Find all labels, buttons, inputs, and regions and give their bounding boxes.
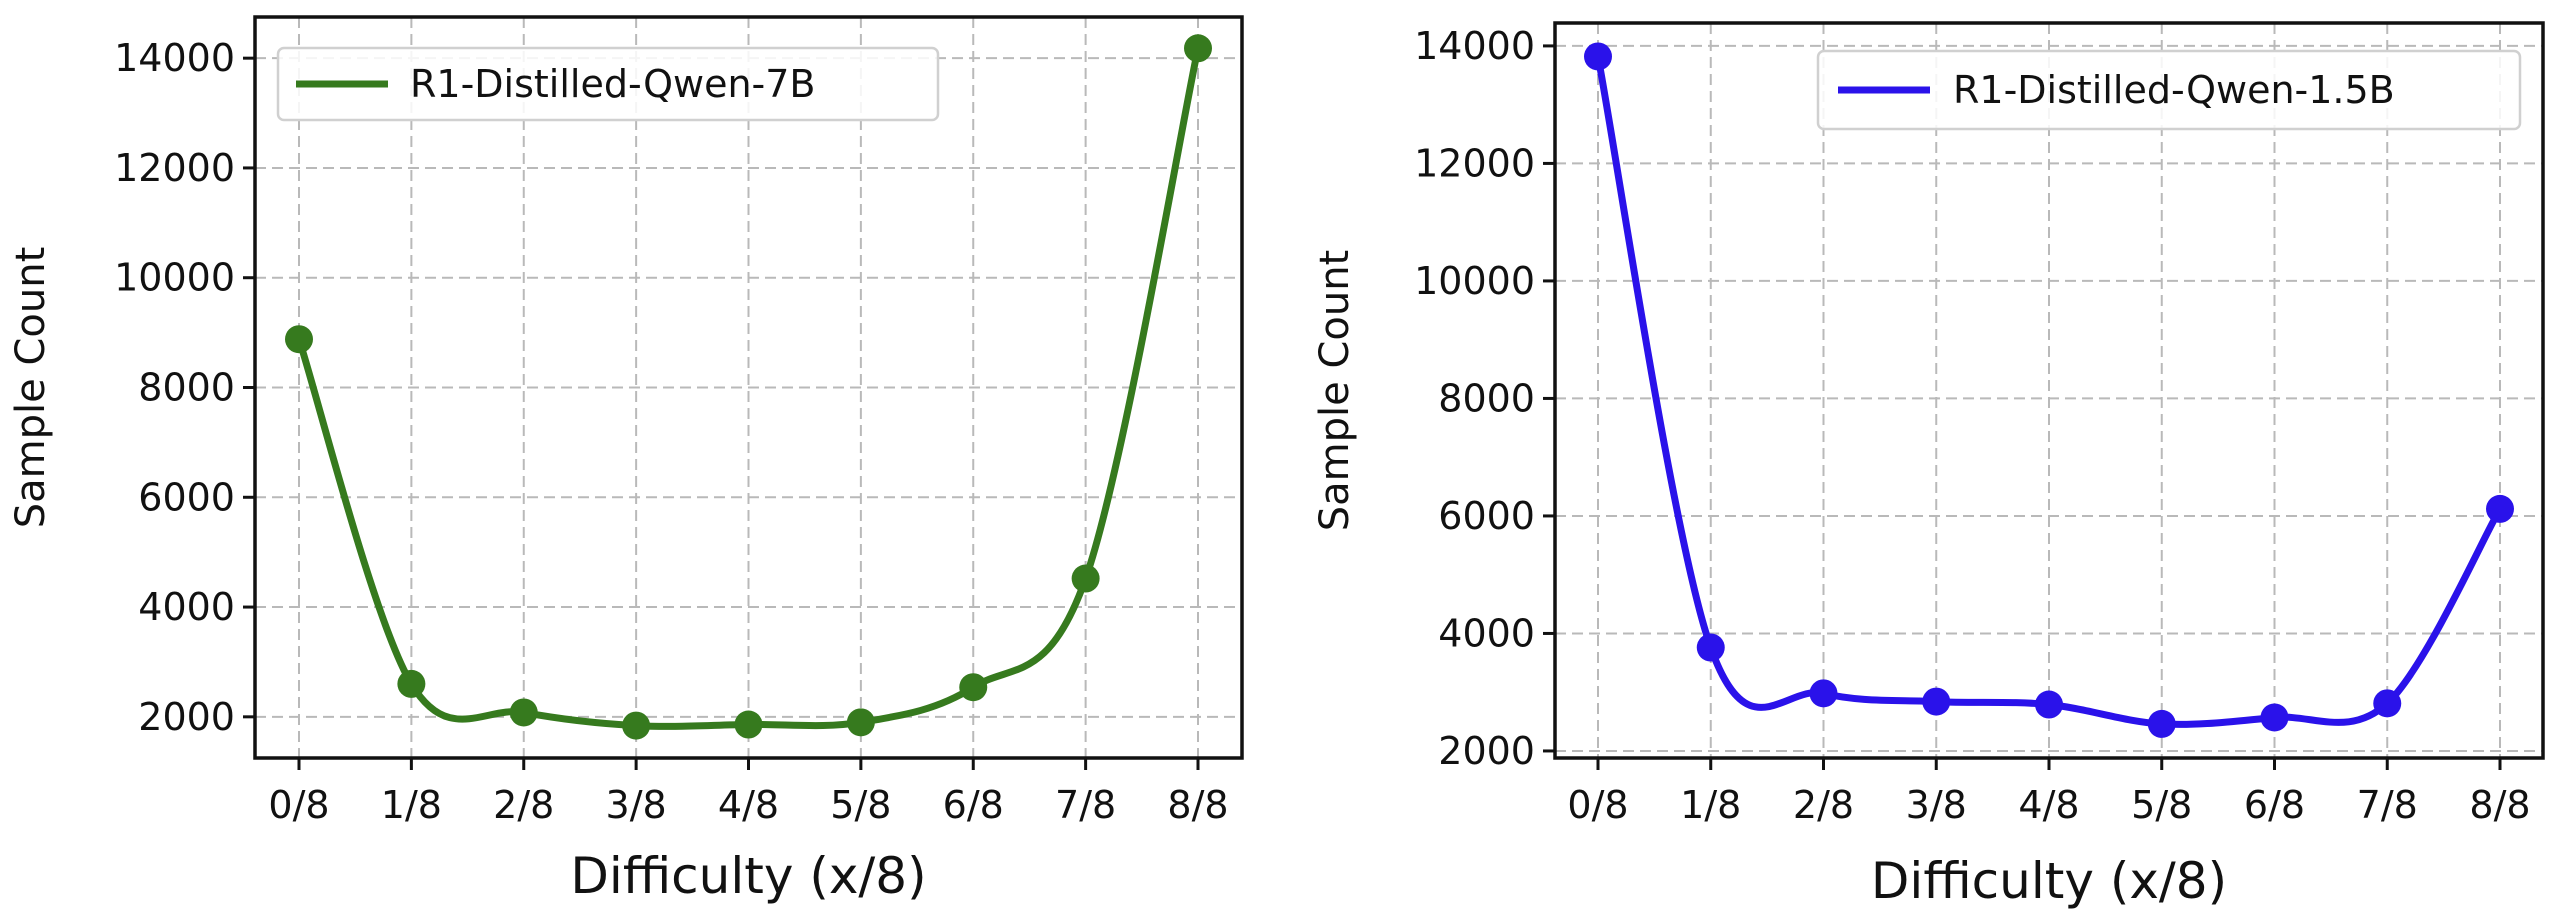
x-tick-label: 5/8	[830, 783, 891, 827]
data-point	[2373, 689, 2402, 718]
y-tick-label: 6000	[138, 475, 235, 519]
x-tick-label: 6/8	[943, 783, 1004, 827]
x-tick-label: 6/8	[2244, 783, 2305, 827]
data-point	[959, 673, 988, 702]
data-point	[2260, 703, 2289, 732]
data-point	[397, 669, 426, 698]
y-tick-label: 4000	[138, 585, 235, 629]
series-line	[1594, 52, 2504, 728]
x-tick-label: 7/8	[2357, 783, 2418, 827]
data-point	[1184, 34, 1212, 63]
legend-label: R1-Distilled-Qwen-7B	[410, 62, 816, 106]
legend-label: R1-Distilled-Qwen-1.5B	[1953, 68, 2395, 112]
x-tick-label: 5/8	[2131, 783, 2192, 827]
y-tick-label: 12000	[114, 146, 235, 190]
data-point	[2035, 690, 2063, 719]
data-point	[2147, 709, 2176, 738]
x-tick-label: 8/8	[2469, 783, 2530, 827]
x-tick-label: 0/8	[1567, 783, 1628, 827]
chart-right: 2000 4000 6000 8000 10000 12000 14000 0/8 1/8 2/8…	[1312, 21, 2545, 910]
x-tick-label: 4/8	[2018, 783, 2079, 827]
y-tick-label: 8000	[138, 366, 235, 410]
y-tick-label: 14000	[114, 36, 235, 80]
y-tick-label: 14000	[1414, 24, 1535, 68]
x-tick-label: 3/8	[1906, 783, 1967, 827]
data-point	[734, 710, 763, 739]
y-tick-label: 4000	[1438, 611, 1535, 655]
legend-box	[1816, 49, 2522, 131]
x-tick-label: 7/8	[1055, 783, 1116, 827]
data-point	[1809, 679, 1838, 708]
y-tick-label: 6000	[1438, 494, 1535, 538]
y-tick-label: 8000	[1438, 376, 1535, 420]
x-axis-label: Difficulty (x/8)	[570, 847, 926, 905]
x-tick-label: 1/8	[381, 783, 442, 827]
x-tick-label: 8/8	[1167, 783, 1228, 827]
y-axis-label: Sample Count	[1312, 250, 1358, 531]
y-tick-label: 10000	[114, 256, 235, 300]
x-tick-label: 1/8	[1680, 783, 1741, 827]
y-tick-label: 2000	[1438, 729, 1535, 773]
data-point	[1696, 633, 1725, 662]
data-point	[846, 708, 875, 737]
data-point	[285, 325, 313, 354]
x-tick-label: 4/8	[718, 783, 779, 827]
y-tick-label: 2000	[138, 695, 235, 739]
y-tick-label: 12000	[1414, 141, 1535, 185]
data-point	[1071, 564, 1100, 593]
x-tick-label: 2/8	[493, 783, 554, 827]
x-tick-label: 3/8	[606, 783, 667, 827]
x-tick-label: 2/8	[1793, 783, 1854, 827]
data-point	[509, 698, 538, 727]
y-axis-label: Sample Count	[8, 247, 54, 528]
data-point	[1584, 42, 1612, 71]
x-tick-label: 0/8	[268, 783, 329, 827]
data-point	[2486, 494, 2514, 523]
data-point	[1922, 687, 1951, 716]
data-point	[622, 711, 651, 740]
x-axis-label: Difficulty (x/8)	[1871, 852, 2227, 910]
legend-box	[276, 46, 940, 122]
chart-left: 2000 4000 6000 8000 10000 12000 14000 0/8 1/8 2/8…	[8, 15, 1244, 905]
y-tick-label: 10000	[1414, 259, 1535, 303]
